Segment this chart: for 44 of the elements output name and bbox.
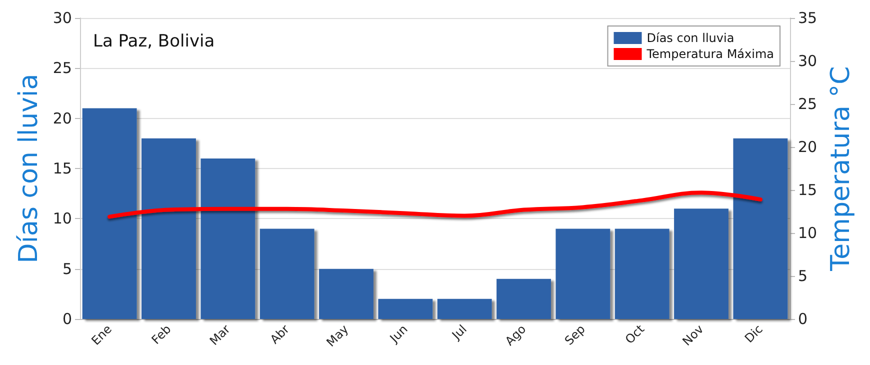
y2-tick-label: 30 (798, 52, 818, 70)
y-tick-label: 15 (52, 160, 72, 178)
line-series (108, 190, 762, 219)
bar (614, 228, 670, 319)
y2-tick-label: 10 (798, 224, 818, 242)
x-tick-label: Sep (562, 322, 588, 348)
x-tick-label: Jun (386, 322, 410, 346)
x-tick-label: Dic (742, 322, 766, 346)
bar (674, 208, 728, 319)
bar (82, 108, 137, 319)
x-tick-label: Oct (622, 322, 648, 347)
bar (733, 138, 788, 319)
y2-tick-label: 0 (798, 310, 808, 328)
bar (319, 268, 374, 319)
legend-label: Temperatura Máxima (646, 47, 774, 61)
x-tick-label: Mar (206, 322, 233, 348)
y2-axis-title: Temperatura °C (826, 66, 856, 272)
y-tick-label: 10 (52, 210, 72, 228)
x-tick-label: Abr (267, 322, 292, 347)
y2-tick-label: 20 (798, 138, 818, 156)
y-tick-label: 20 (52, 109, 72, 128)
x-tick-label: Nov (680, 322, 706, 348)
y-tick-label: 30 (52, 9, 72, 27)
y-tick-label: 0 (62, 310, 72, 328)
x-tick-label: Jul (448, 322, 470, 343)
y-tick-label: 25 (52, 59, 72, 78)
x-tick-label: Feb (148, 322, 174, 347)
bar (556, 228, 610, 319)
y2-tick-label: 5 (798, 267, 808, 285)
bar (437, 298, 492, 319)
y2-tick-label: 25 (798, 95, 818, 113)
y2-tick-label: 15 (798, 181, 818, 199)
bar (260, 228, 314, 319)
legend-label: Días con lluvia (646, 31, 734, 45)
bar (496, 278, 551, 319)
text: La Paz, Bolivia (93, 32, 215, 52)
bar (378, 298, 433, 319)
y-tick-label: 5 (62, 260, 72, 278)
bar (142, 138, 196, 319)
y-axis-title: Días con lluvia (14, 74, 44, 264)
x-tick-label: Ago (502, 322, 529, 348)
bar (200, 158, 256, 319)
x-tick-label: Ene (88, 322, 115, 348)
y2-tick-label: 35 (798, 9, 818, 27)
